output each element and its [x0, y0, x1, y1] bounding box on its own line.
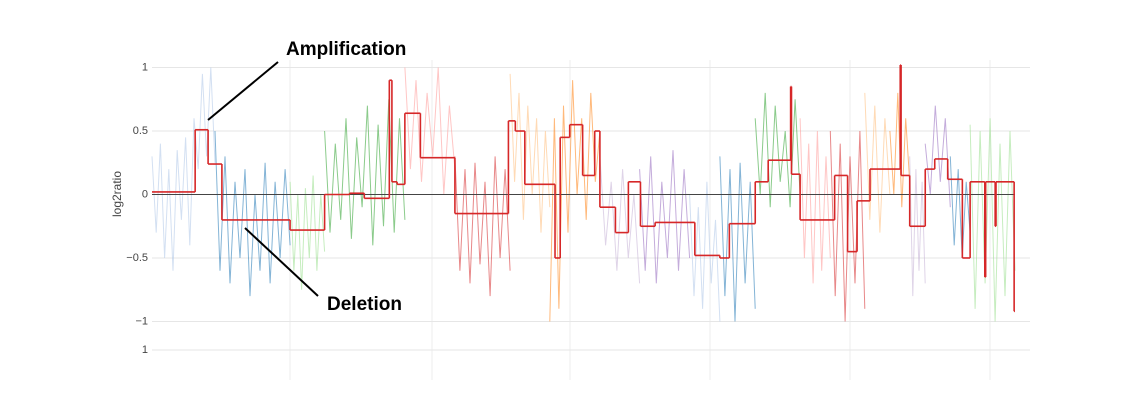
annotation: Amplification	[286, 39, 406, 60]
raw-trace	[754, 92, 801, 208]
raw-trace	[949, 156, 971, 259]
raw-trace	[924, 105, 951, 208]
y-tick-label: 0.5	[133, 125, 148, 137]
raw-trace	[689, 181, 721, 322]
raw-trace	[549, 80, 601, 322]
annotation-arrow	[207, 61, 279, 121]
raw-trace	[599, 156, 641, 284]
annotation: Deletion	[327, 294, 402, 315]
vertical-grid	[289, 60, 991, 380]
raw-trace	[969, 118, 1016, 322]
raw-trace	[909, 156, 926, 297]
y-tick-label: 1	[142, 61, 148, 73]
raw-trace	[864, 92, 891, 233]
y-tick-label: 1	[142, 344, 148, 356]
y-tick-label: 0	[142, 188, 148, 200]
raw-trace	[151, 67, 216, 271]
raw-trace	[509, 73, 551, 233]
y-axis-label: log2ratio	[110, 171, 124, 217]
raw-trace	[289, 175, 326, 290]
raw-trace	[454, 156, 511, 297]
raw-trace	[324, 99, 406, 246]
raw-trace	[719, 156, 756, 322]
plot	[151, 64, 1030, 351]
raw-trace	[404, 67, 456, 195]
raw-trace	[214, 130, 291, 297]
raw-trace	[799, 118, 831, 284]
y-tick-label: −0.5	[126, 252, 148, 264]
annotation-arrow	[244, 227, 319, 297]
y-tick-label: −1	[135, 315, 148, 327]
raw-trace	[639, 150, 691, 284]
